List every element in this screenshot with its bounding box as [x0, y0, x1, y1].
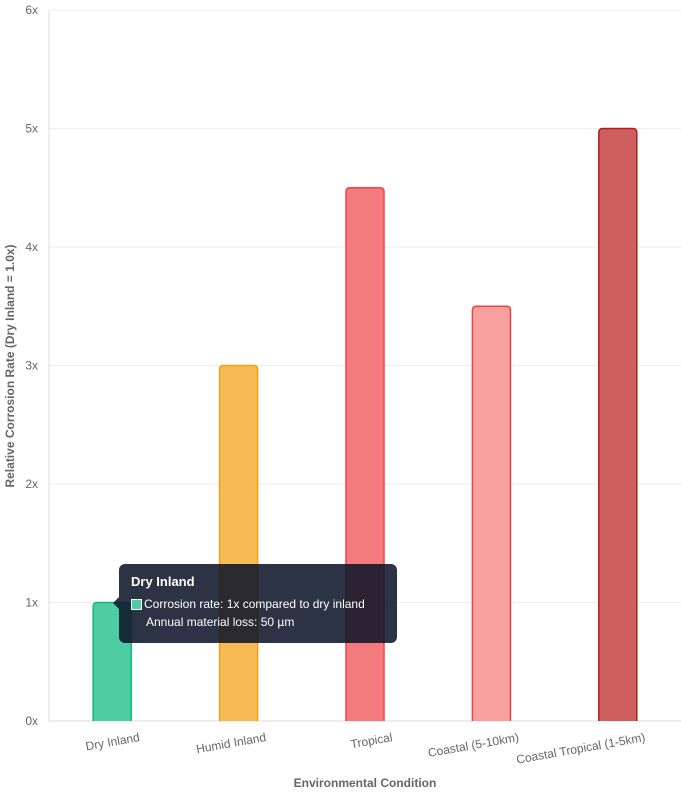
y-tick-label: 6x: [25, 3, 38, 17]
tooltip: Dry Inland Corrosion rate: 1x compared t…: [113, 564, 397, 643]
tooltip-line-1: Corrosion rate: 1x compared to dry inlan…: [144, 597, 365, 611]
tooltip-color-swatch: [131, 599, 142, 610]
y-tick-labels: 0x 1x 2x 3x 4x 5x 6x: [25, 3, 38, 728]
tooltip-caret: [113, 597, 119, 609]
y-tick-label: 3x: [25, 359, 38, 373]
tooltip-line-2: Annual material loss: 50 µm: [146, 615, 295, 629]
x-tick-label: Humid Inland: [195, 730, 267, 756]
y-tick-label: 4x: [25, 240, 38, 254]
y-tick-label: 0x: [25, 714, 38, 728]
x-tick-label: Tropical: [349, 730, 393, 751]
bar-coastal-5-10km[interactable]: [471, 305, 512, 721]
tooltip-title: Dry Inland: [131, 574, 195, 589]
y-axis-title: Relative Corrosion Rate (Dry Inland = 1.…: [3, 244, 17, 487]
y-tick-label: 1x: [25, 596, 38, 610]
bar-humid-inland[interactable]: [218, 364, 259, 722]
x-tick-label: Coastal Tropical (1-5km): [515, 730, 646, 766]
x-tick-labels: Dry Inland Humid Inland Tropical Coastal (5…: [84, 730, 646, 766]
y-tick-label: 5x: [25, 122, 38, 136]
y-tick-label: 2x: [25, 477, 38, 491]
x-tick-label: Dry Inland: [84, 730, 140, 753]
x-axis-title: Environmental Condition: [294, 776, 437, 790]
x-tick-label: Coastal (5-10km): [427, 730, 520, 760]
bar-coastal-tropical-1-5km[interactable]: [598, 127, 638, 722]
